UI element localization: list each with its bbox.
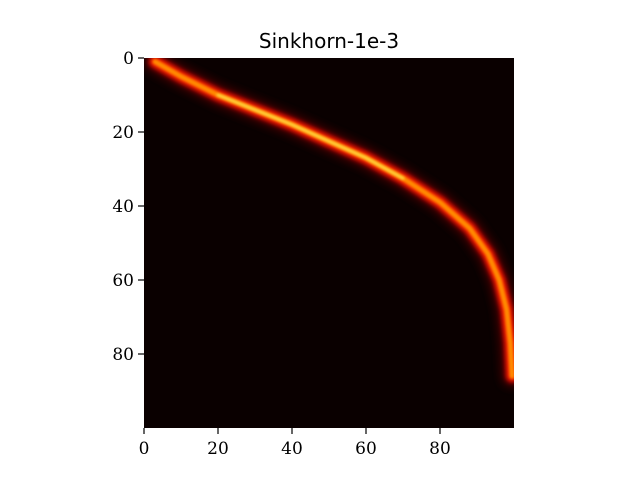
chart-title: Sinkhorn-1e-3 (259, 29, 399, 53)
y-tick-label: 60 (112, 271, 134, 291)
heatmap-background (144, 58, 514, 428)
y-axis: 0 20 40 60 80 (112, 49, 144, 365)
x-tick-label: 0 (139, 439, 150, 459)
transport-plan-ridge (144, 58, 514, 388)
x-tick-label: 40 (281, 439, 303, 459)
y-tick-label: 80 (112, 345, 134, 365)
x-axis: 0 20 40 60 80 (139, 428, 451, 459)
x-tick-label: 80 (429, 439, 451, 459)
x-tick-label: 60 (355, 439, 377, 459)
x-tick-label: 20 (207, 439, 229, 459)
y-tick-label: 20 (112, 123, 134, 143)
y-tick-label: 0 (123, 49, 134, 69)
ridge-peak-highlight (216, 93, 405, 180)
y-tick-label: 40 (112, 197, 134, 217)
